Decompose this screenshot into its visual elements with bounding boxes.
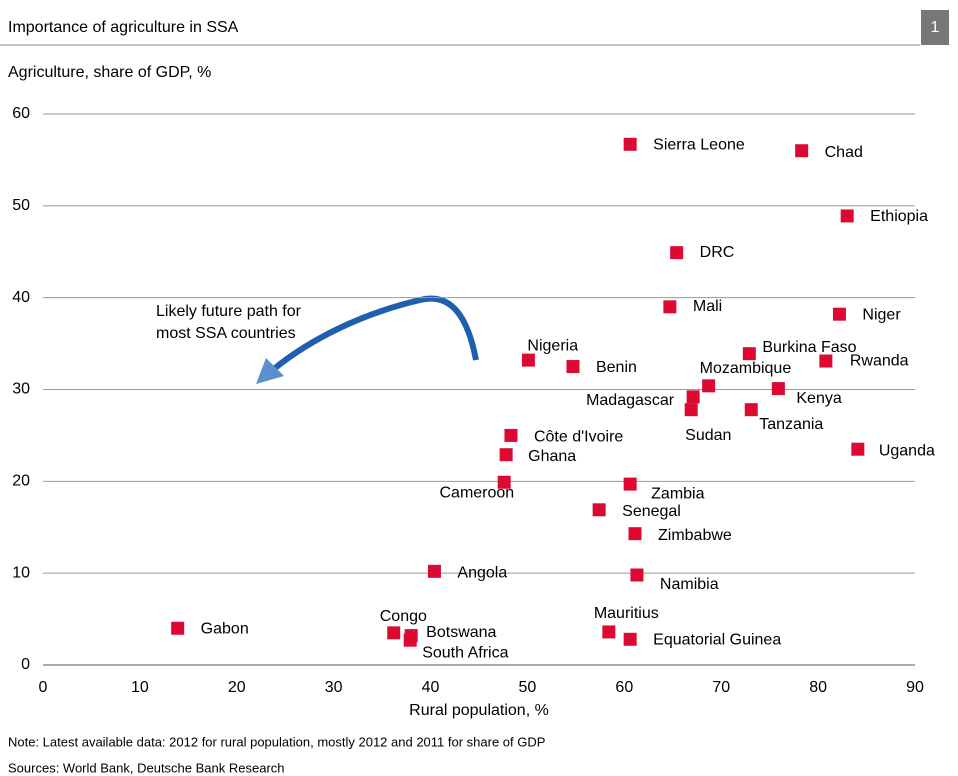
point [771,382,785,396]
point-label: South Africa [422,644,508,661]
point [819,354,833,368]
point-label: Niger [862,306,901,323]
point-label: Mauritius [594,605,659,622]
point-label: Mozambique [700,360,792,377]
y-tick-label: 50 [12,197,30,214]
point-label: Sierra Leone [653,137,745,154]
point-label: Congo [380,608,427,625]
point-label: Cameroon [439,484,514,501]
y-tick-label: 0 [21,656,30,673]
point [403,633,417,647]
point-label: Sudan [685,427,731,444]
point-label: Tanzania [759,416,823,433]
point-label: Uganda [879,442,935,459]
point [840,209,854,223]
point-label: Kenya [796,390,841,407]
y-tick-label: 20 [12,473,30,490]
point [499,448,513,462]
point [744,403,758,417]
point-label: Zimbabwe [658,527,732,544]
point [602,625,616,639]
point [623,137,637,151]
point [663,300,677,314]
x-tick-label: 10 [131,679,149,696]
point-label: DRC [700,244,735,261]
point [684,403,698,417]
point [623,477,637,491]
arrow-head [256,358,284,384]
point [832,307,846,321]
point [630,568,644,582]
point [521,353,535,367]
x-tick-label: 80 [809,679,827,696]
y-tick-label: 40 [12,289,30,306]
point [387,626,401,640]
point [171,621,185,635]
badge-text: 1 [931,19,940,36]
point-label: Ethiopia [870,208,928,225]
y-tick-label: 30 [12,381,30,398]
point-label: Mali [693,298,722,315]
arrow [273,295,479,371]
x-tick-label: 50 [519,679,537,696]
point [566,360,580,374]
badge [921,10,949,45]
point [670,246,684,260]
y-axis-label: Agriculture, share of GDP, % [8,64,211,81]
x-axis-label: Rural population, % [409,702,549,719]
chart-title: Importance of agriculture in SSA [8,19,239,36]
point [795,144,809,158]
point [504,428,518,442]
point-label: Equatorial Guinea [653,632,781,649]
point-label: Madagascar [586,392,675,409]
point [497,475,511,489]
note: Note: Latest available data: 2012 for ru… [8,734,545,749]
point-label: Ghana [528,448,576,465]
x-tick-label: 60 [615,679,633,696]
y-tick-label: 10 [12,564,30,581]
annotation: most SSA countries [156,325,296,342]
point-label: Côte d'Ivoire [534,429,623,446]
x-tick-label: 20 [228,679,246,696]
annotation: Likely future path for [156,303,302,320]
x-tick-label: 30 [325,679,343,696]
point [427,564,441,578]
point [686,390,700,404]
point [702,379,716,393]
x-tick-label: 0 [39,679,48,696]
point-label: Benin [596,359,637,376]
point-label: Namibia [660,576,719,593]
point-label: Chad [825,144,863,161]
point-label: Rwanda [850,352,909,369]
point-label: Botswana [426,624,496,641]
point [851,442,865,456]
sources: Sources: World Bank, Deutsche Bank Resea… [8,760,285,775]
point [623,632,637,646]
x-tick-label: 90 [906,679,924,696]
point-label: Angola [457,565,507,582]
point [742,347,756,361]
point [592,503,606,517]
point [628,527,642,541]
x-tick-label: 40 [422,679,440,696]
point-label: Zambia [651,485,704,502]
point-label: Gabon [201,620,249,637]
x-tick-label: 70 [712,679,730,696]
y-tick-label: 60 [12,105,30,122]
point-label: Nigeria [527,337,578,354]
point-label: Burkina Faso [762,339,856,356]
point-label: Senegal [622,503,681,520]
